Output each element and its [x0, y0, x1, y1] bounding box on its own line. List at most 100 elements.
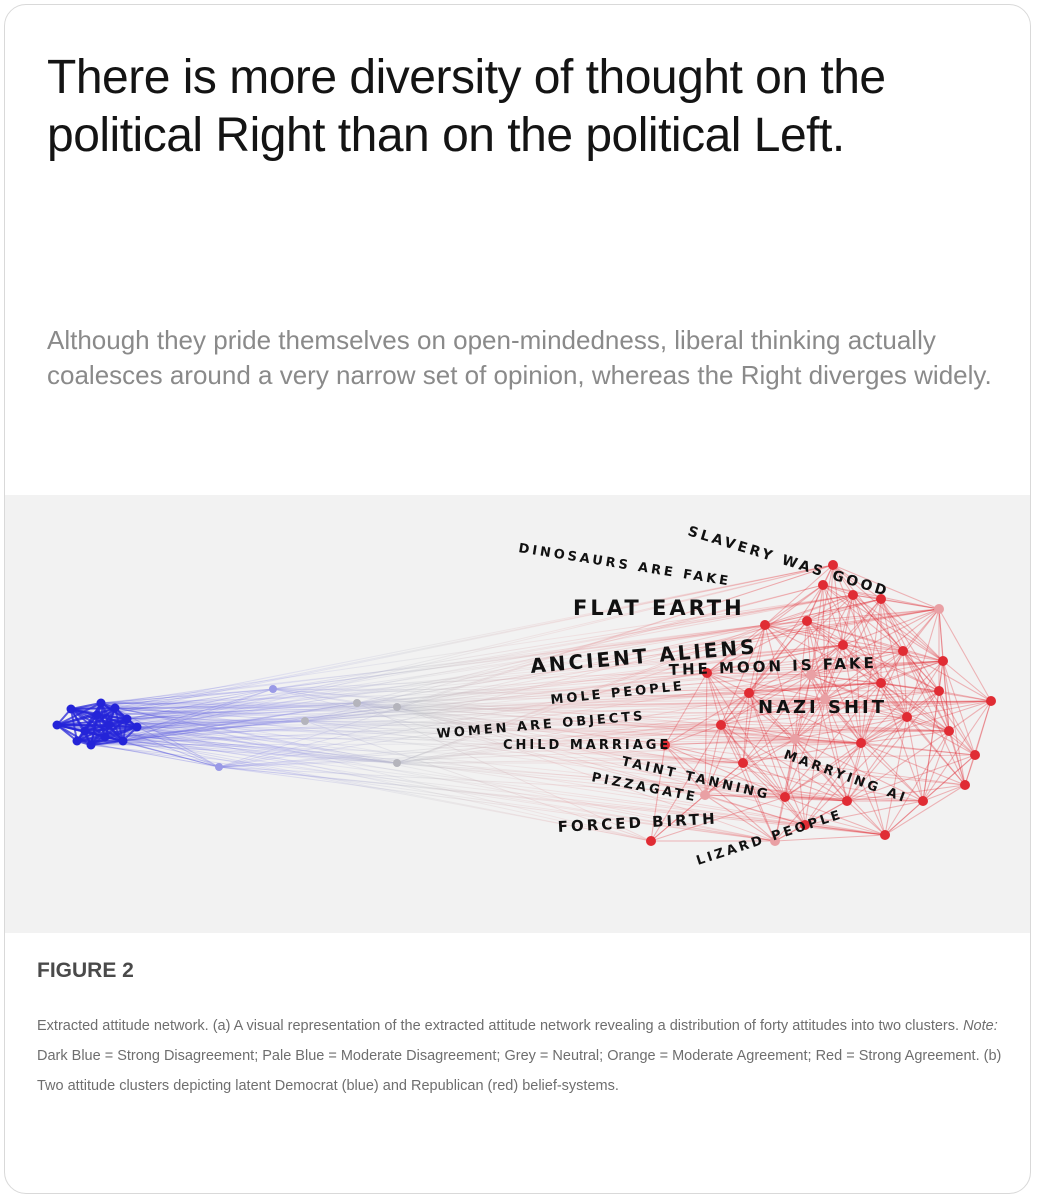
network-edge: [356, 584, 824, 704]
network-edge: [742, 738, 796, 764]
network-edge: [806, 608, 940, 622]
network-edge: [720, 620, 808, 726]
network-edge: [902, 650, 944, 662]
network-edge: [974, 700, 992, 756]
network-node: [301, 717, 309, 725]
network-edge: [824, 682, 882, 700]
network-edge: [804, 800, 924, 826]
network-edge: [748, 594, 854, 694]
network-edge: [742, 674, 812, 764]
network-edge: [126, 594, 854, 720]
network-edge: [806, 594, 854, 622]
network-edge: [842, 644, 950, 732]
network-edge: [794, 716, 908, 740]
network-edge: [860, 742, 976, 756]
network-edge: [922, 784, 966, 802]
network-edge: [860, 742, 886, 836]
network-edge: [860, 742, 924, 802]
attitude-network-figure: SLAVERY WAS GOOD DINOSAURS ARE FAKE FLAT…: [5, 495, 1030, 933]
network-edge: [764, 624, 812, 676]
network-edge: [860, 716, 908, 744]
network-edge: [650, 762, 744, 842]
network-edge: [822, 584, 826, 700]
network-edge: [938, 660, 944, 692]
network-edge: [804, 800, 848, 826]
network-edge: [76, 740, 220, 768]
network-node: [898, 646, 908, 656]
network-edge: [824, 698, 848, 802]
network-edge: [114, 707, 398, 764]
network-edge: [810, 564, 834, 676]
network-node: [918, 796, 928, 806]
network-edge: [396, 698, 826, 764]
network-edge: [860, 730, 950, 744]
network-node: [760, 620, 770, 630]
network-edge: [764, 624, 904, 652]
network-node: [132, 722, 142, 732]
network-edge: [880, 682, 908, 718]
network-node: [902, 712, 912, 722]
network-edge: [122, 702, 358, 742]
network-edge: [822, 584, 882, 684]
network-edge: [824, 698, 886, 836]
network-edge: [832, 564, 844, 646]
network-edge: [748, 620, 808, 694]
network-edge: [272, 660, 944, 690]
network-edge: [832, 564, 882, 600]
network-edge: [794, 620, 808, 740]
network-edge: [922, 700, 992, 802]
network-edge: [720, 624, 766, 726]
network-edge: [804, 824, 886, 836]
network-edge: [852, 594, 862, 744]
network-edge: [706, 620, 808, 674]
network-edge: [784, 682, 882, 798]
network-edge: [70, 708, 78, 742]
network-edge: [720, 724, 796, 740]
network-edge: [860, 682, 882, 744]
network-edge: [122, 706, 398, 742]
network-edge: [76, 594, 854, 742]
network-edge: [784, 796, 806, 826]
network-edge: [650, 744, 666, 842]
network-edge: [832, 564, 904, 652]
network-edge: [748, 682, 882, 694]
network-edge: [356, 608, 940, 704]
network-edge: [356, 702, 950, 732]
network-edge: [902, 650, 992, 702]
network-edge: [356, 650, 904, 704]
label-flat-earth: FLAT EARTH: [573, 596, 745, 620]
network-edge: [396, 706, 806, 826]
network-edge: [100, 702, 106, 738]
network-edge: [90, 744, 776, 842]
network-edge: [810, 674, 950, 732]
network-node: [716, 720, 726, 730]
network-edge: [860, 660, 944, 744]
network-edge: [794, 738, 848, 802]
network-edge: [842, 644, 908, 718]
network-node: [72, 736, 82, 746]
network-edge: [76, 707, 116, 742]
network-edge: [218, 766, 806, 826]
network-edge: [832, 564, 940, 610]
network-edge: [846, 742, 862, 802]
network-edge: [784, 796, 924, 802]
network-edge: [748, 692, 848, 802]
network-node: [770, 836, 780, 846]
network-edge: [100, 702, 848, 802]
network-edge: [748, 584, 824, 694]
network-edge: [806, 584, 824, 622]
network-edge: [664, 724, 722, 746]
network-edge: [810, 660, 944, 676]
network-edge: [108, 724, 220, 768]
network-edge: [56, 724, 862, 744]
network-edge: [126, 706, 398, 720]
network-edge: [396, 700, 992, 708]
network-node: [353, 699, 361, 707]
label-child-marriage: CHILD MARRIAGE: [503, 738, 671, 753]
network-edge: [810, 674, 882, 684]
network-edge: [824, 564, 834, 700]
network-edge: [922, 660, 944, 802]
network-node: [104, 720, 114, 730]
network-edge: [842, 644, 862, 744]
network-edge: [860, 650, 904, 744]
